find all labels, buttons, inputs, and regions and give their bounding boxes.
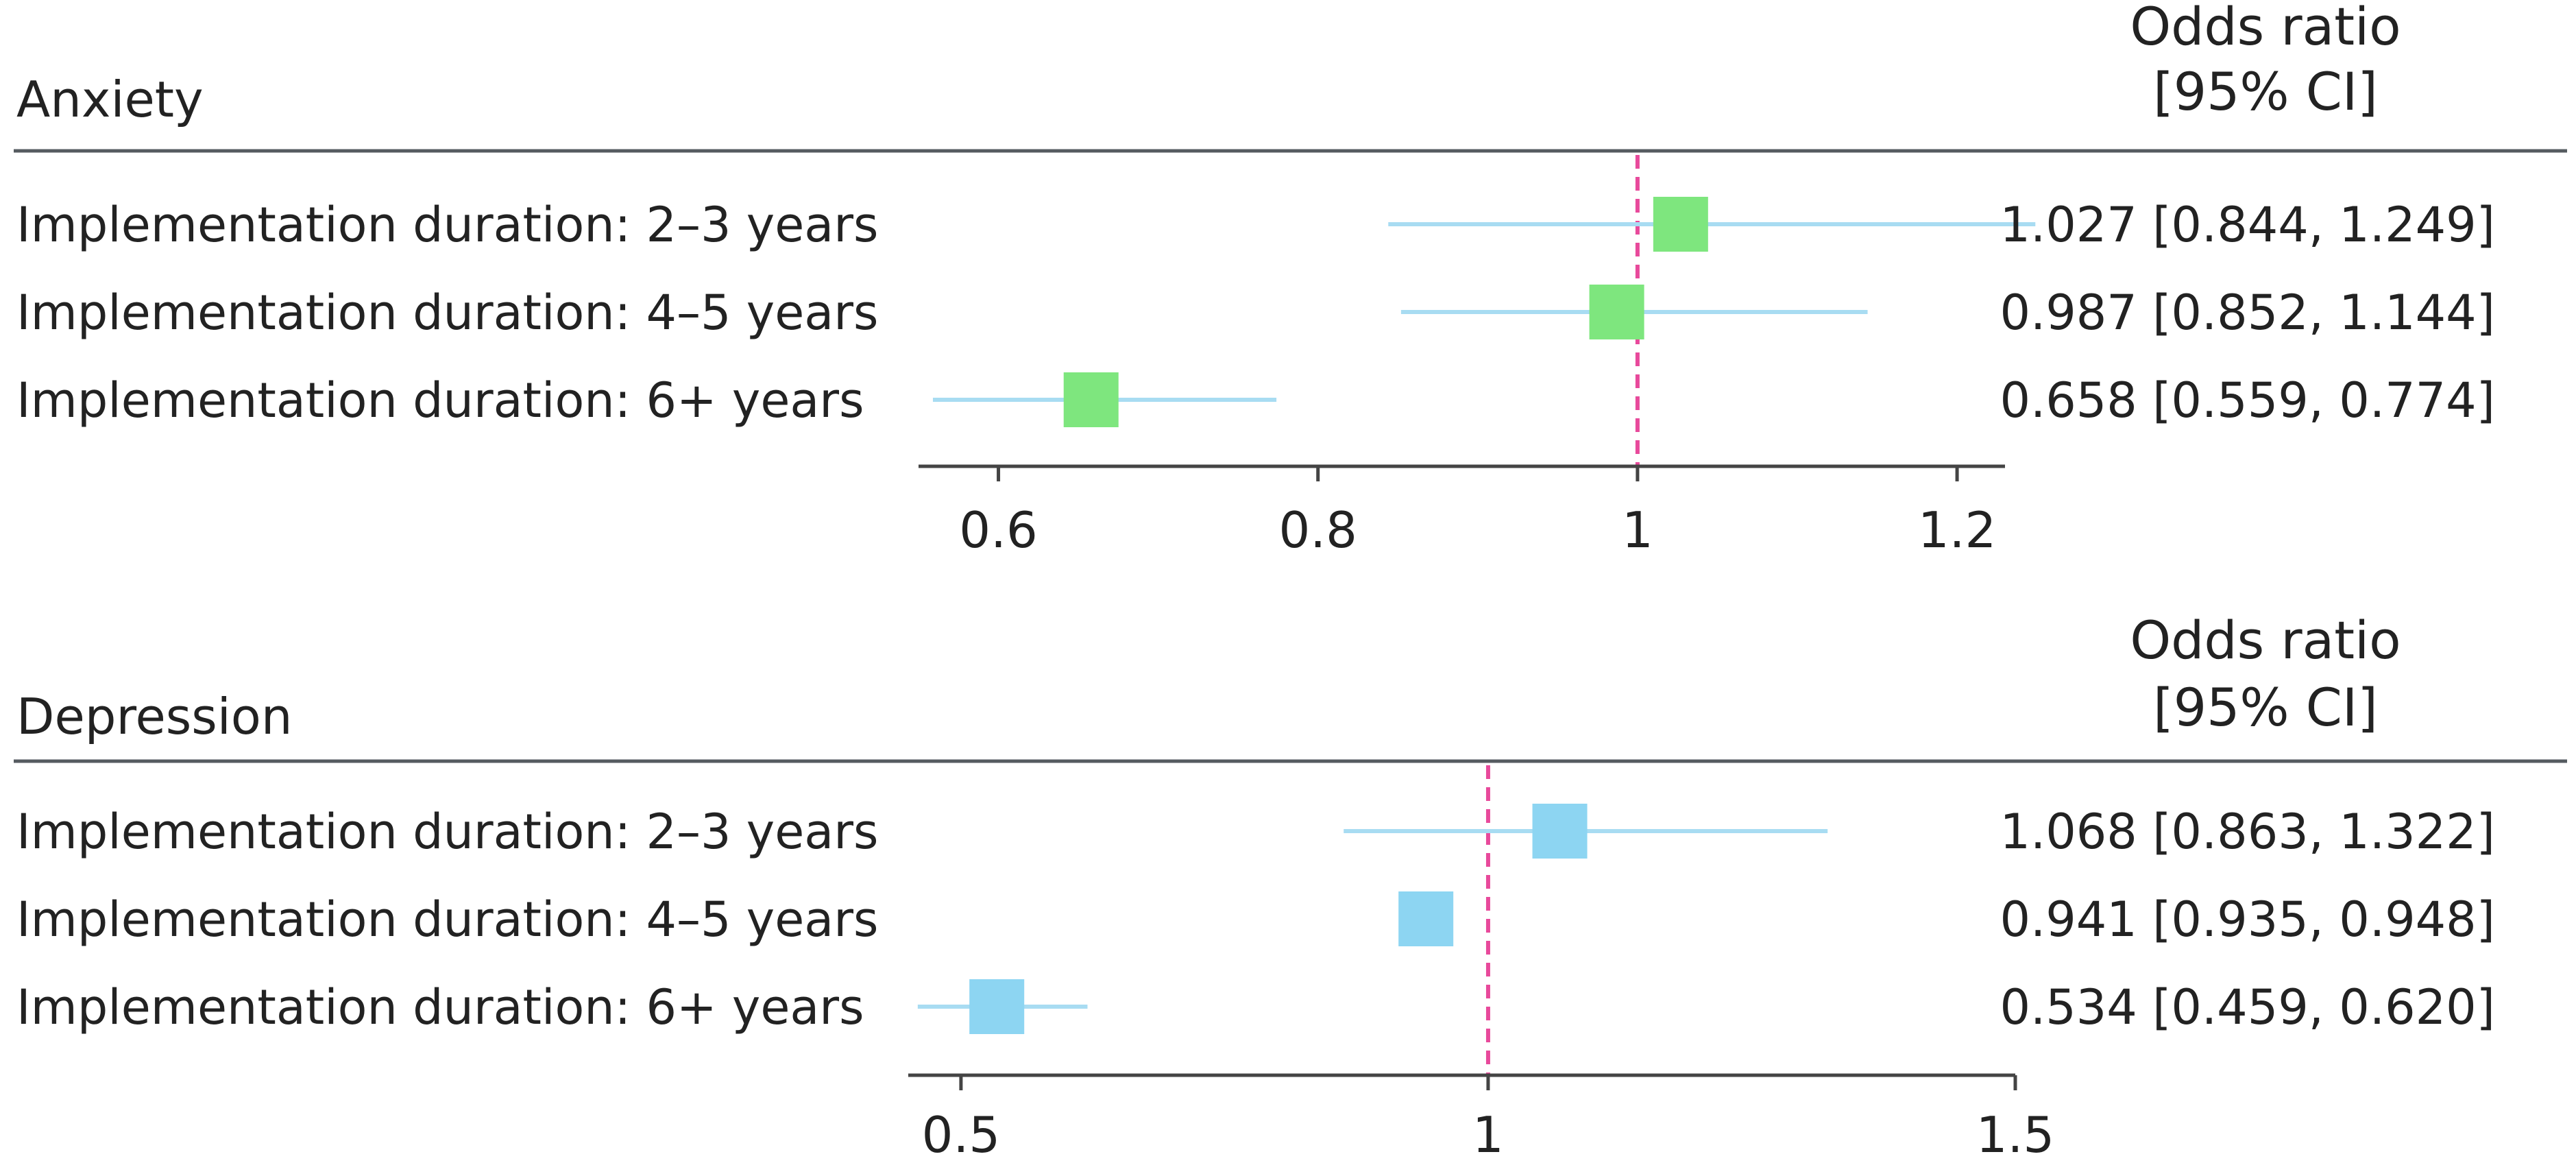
or-ci-value: 0.987 [0.852, 1.144] <box>2000 285 2495 341</box>
panel-title: Anxiety <box>16 71 204 128</box>
point-estimate-marker <box>1589 285 1644 339</box>
or-ci-value: 1.068 [0.863, 1.322] <box>2000 804 2495 860</box>
row-label: Implementation duration: 6+ years <box>16 979 864 1035</box>
row-label: Implementation duration: 4–5 years <box>16 285 878 341</box>
stat-header: Odds ratio <box>2130 610 2401 671</box>
stat-header: [95% CI] <box>2153 677 2378 738</box>
or-ci-value: 0.658 [0.559, 0.774] <box>2000 372 2495 429</box>
row-label: Implementation duration: 2–3 years <box>16 804 878 860</box>
x-tick-label: 1 <box>1622 501 1653 559</box>
x-tick-label: 0.8 <box>1278 501 1357 559</box>
stat-header: [95% CI] <box>2153 61 2378 122</box>
row-label: Implementation duration: 6+ years <box>16 372 864 429</box>
point-estimate-marker <box>1653 197 1708 252</box>
panel-title: Depression <box>16 688 292 745</box>
point-estimate-marker <box>1532 804 1588 859</box>
x-tick-label: 1 <box>1472 1106 1504 1163</box>
or-ci-value: 0.534 [0.459, 0.620] <box>2000 979 2495 1035</box>
or-ci-value: 0.941 [0.935, 0.948] <box>2000 891 2495 948</box>
x-tick-label: 1.5 <box>1976 1106 2055 1163</box>
row-label: Implementation duration: 2–3 years <box>16 197 878 253</box>
x-tick-label: 1.2 <box>1918 501 1997 559</box>
x-tick-label: 0.5 <box>922 1106 1001 1163</box>
point-estimate-marker <box>1398 891 1454 946</box>
stat-header: Odds ratio <box>2130 0 2401 57</box>
x-tick-label: 0.6 <box>959 501 1038 559</box>
or-ci-value: 1.027 [0.844, 1.249] <box>2000 197 2495 253</box>
row-label: Implementation duration: 4–5 years <box>16 891 878 948</box>
point-estimate-marker <box>1063 372 1119 427</box>
point-estimate-marker <box>969 979 1025 1034</box>
